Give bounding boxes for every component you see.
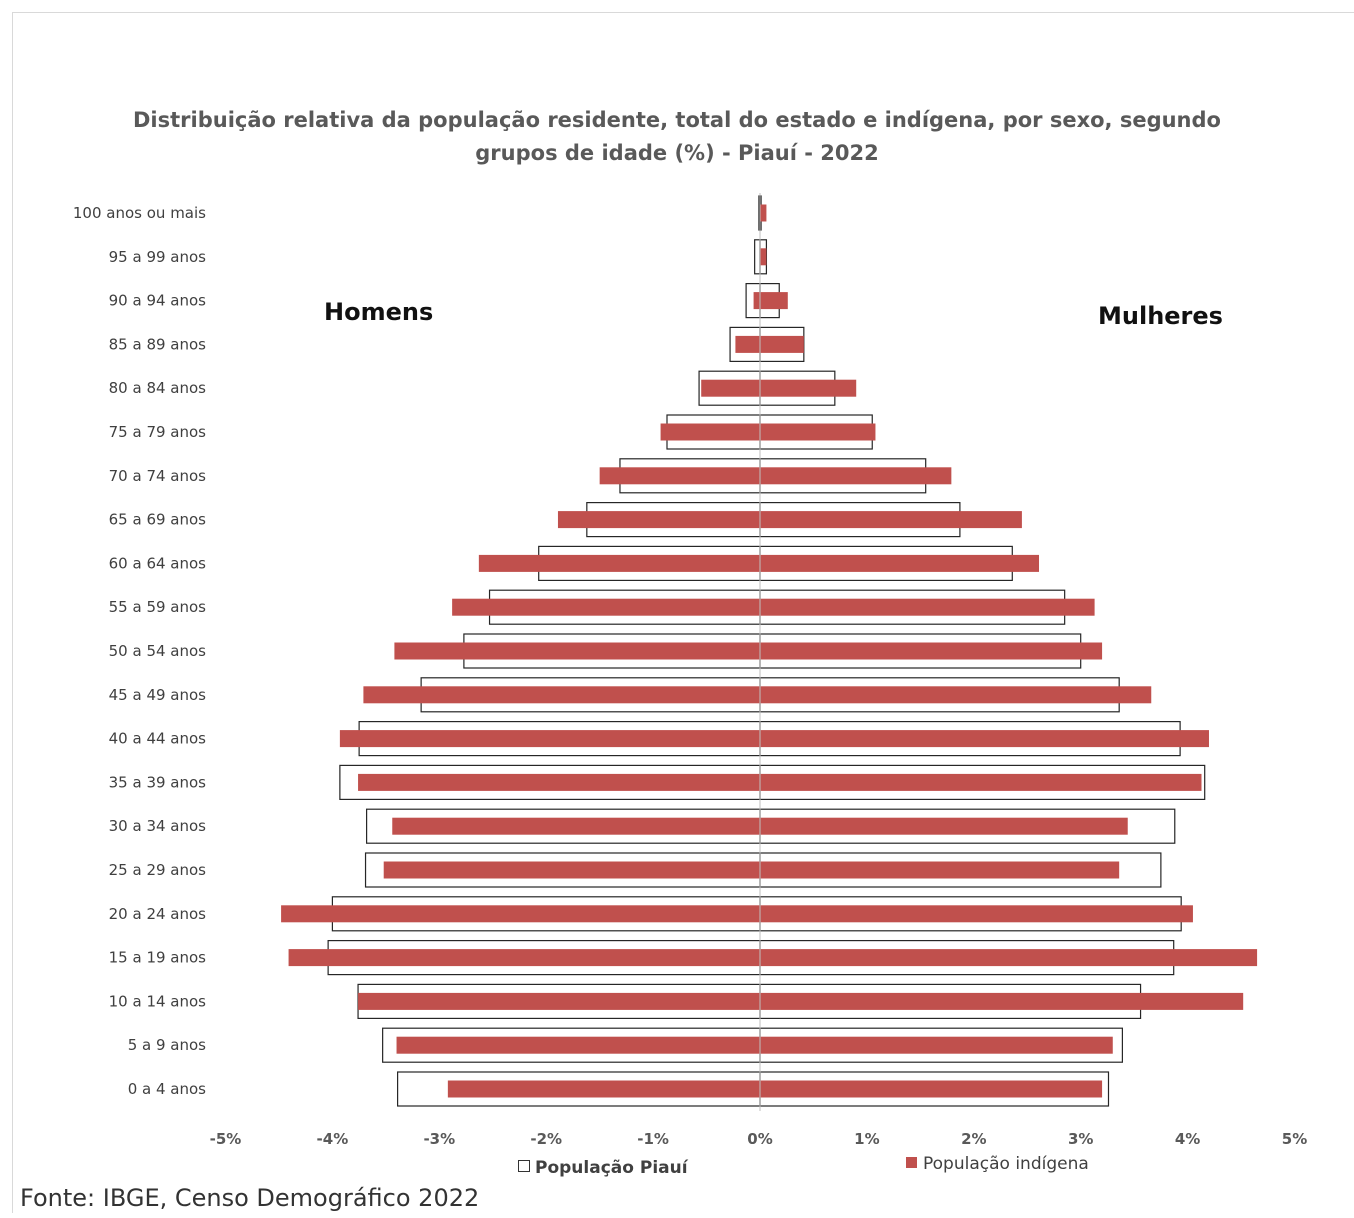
category-label: 35 a 39 anos bbox=[109, 773, 207, 791]
x-tick-label: -5% bbox=[210, 1130, 242, 1148]
category-label: 0 a 4 anos bbox=[128, 1080, 206, 1098]
bar-indigena-women bbox=[760, 861, 1120, 879]
bar-indigena-men bbox=[660, 423, 760, 441]
x-tick-label: 2% bbox=[961, 1130, 986, 1148]
bar-indigena-women bbox=[760, 511, 1022, 529]
category-label: 50 a 54 anos bbox=[109, 642, 207, 660]
x-tick-label: -4% bbox=[317, 1130, 349, 1148]
chart-frame bbox=[12, 12, 1354, 1213]
bar-indigena-men bbox=[701, 379, 760, 397]
bar-indigena-men bbox=[396, 1036, 760, 1054]
x-tick-label: -2% bbox=[530, 1130, 562, 1148]
x-tick-label: 0% bbox=[747, 1130, 772, 1148]
bar-indigena-women bbox=[760, 423, 876, 441]
bar-indigena-women bbox=[760, 292, 788, 310]
bar-indigena-men bbox=[288, 949, 760, 967]
category-label: 15 a 19 anos bbox=[109, 949, 207, 967]
bar-indigena-women bbox=[760, 1080, 1103, 1098]
legend-swatch-filled bbox=[906, 1157, 917, 1168]
source-note: Fonte: IBGE, Censo Demográfico 2022 bbox=[20, 1184, 480, 1212]
bar-indigena-men bbox=[383, 861, 760, 879]
category-label: 40 a 44 anos bbox=[109, 730, 207, 748]
category-label: 55 a 59 anos bbox=[109, 598, 207, 616]
bar-indigena-men bbox=[358, 992, 760, 1010]
legend-swatch-outline bbox=[518, 1160, 530, 1172]
x-tick-label: 5% bbox=[1282, 1130, 1307, 1148]
x-tick-label: 3% bbox=[1068, 1130, 1093, 1148]
chart-title: Distribuição relativa da população resid… bbox=[0, 104, 1354, 170]
bar-indigena-men bbox=[478, 554, 760, 572]
legend-label-indigena: População indígena bbox=[923, 1154, 1089, 1174]
bar-indigena-women bbox=[760, 773, 1202, 791]
bar-indigena-women bbox=[760, 686, 1152, 704]
bar-indigena-men bbox=[392, 817, 760, 835]
bar-indigena-men bbox=[452, 598, 760, 616]
category-label: 65 a 69 anos bbox=[109, 511, 207, 529]
x-tick-label: -3% bbox=[423, 1130, 455, 1148]
bar-indigena-men bbox=[557, 511, 760, 529]
bar-indigena-men bbox=[339, 730, 760, 748]
bar-indigena-men bbox=[735, 335, 760, 353]
bar-indigena-men bbox=[358, 773, 760, 791]
category-label: 100 anos ou mais bbox=[73, 204, 206, 222]
category-label: 70 a 74 anos bbox=[109, 467, 207, 485]
bar-indigena-men bbox=[599, 467, 760, 485]
bar-indigena-women bbox=[760, 379, 857, 397]
bar-indigena-women bbox=[760, 467, 952, 485]
category-label: 10 a 14 anos bbox=[109, 992, 207, 1010]
bar-indigena-women bbox=[760, 204, 767, 222]
x-tick-label: 4% bbox=[1175, 1130, 1200, 1148]
label-women: Mulheres bbox=[1098, 302, 1223, 330]
bar-indigena-women bbox=[760, 554, 1040, 572]
category-label: 20 a 24 anos bbox=[109, 905, 207, 923]
category-label: 45 a 49 anos bbox=[109, 686, 207, 704]
bar-indigena-men bbox=[753, 292, 760, 310]
bar-indigena-men bbox=[363, 686, 760, 704]
bar-indigena-women bbox=[760, 905, 1193, 923]
bar-indigena-women bbox=[760, 642, 1103, 660]
category-label: 85 a 89 anos bbox=[109, 335, 207, 353]
bar-indigena-women bbox=[760, 730, 1209, 748]
category-label: 30 a 34 anos bbox=[109, 817, 207, 835]
chart-title-line-2: grupos de idade (%) - Piauí - 2022 bbox=[475, 141, 879, 165]
x-tick-label: -1% bbox=[637, 1130, 669, 1148]
bar-piaui-men bbox=[754, 239, 761, 275]
bar-indigena-women bbox=[760, 992, 1244, 1010]
bar-indigena-women bbox=[760, 949, 1258, 967]
category-label: 95 a 99 anos bbox=[109, 248, 207, 266]
category-label: 80 a 84 anos bbox=[109, 379, 207, 397]
x-tick-label: 1% bbox=[854, 1130, 879, 1148]
bar-indigena-men bbox=[281, 905, 760, 923]
bar-indigena-women bbox=[760, 248, 767, 266]
category-label: 5 a 9 anos bbox=[128, 1036, 206, 1054]
category-label: 25 a 29 anos bbox=[109, 861, 207, 879]
bar-indigena-men bbox=[394, 642, 760, 660]
bar-indigena-women bbox=[760, 335, 804, 353]
bar-indigena-women bbox=[760, 598, 1095, 616]
bar-indigena-women bbox=[760, 817, 1128, 835]
bar-indigena-women bbox=[760, 1036, 1113, 1054]
legend-item-indigena: População indígena bbox=[906, 1154, 1089, 1174]
chart-title-line-1: Distribuição relativa da população resid… bbox=[133, 108, 1221, 132]
label-men: Homens bbox=[324, 298, 434, 326]
legend-label-piaui: População Piauí bbox=[535, 1158, 688, 1178]
bar-indigena-men bbox=[447, 1080, 760, 1098]
category-label: 90 a 94 anos bbox=[109, 292, 207, 310]
category-label: 75 a 79 anos bbox=[109, 423, 207, 441]
legend-item-piaui: População Piauí bbox=[518, 1158, 688, 1178]
category-label: 60 a 64 anos bbox=[109, 554, 207, 572]
